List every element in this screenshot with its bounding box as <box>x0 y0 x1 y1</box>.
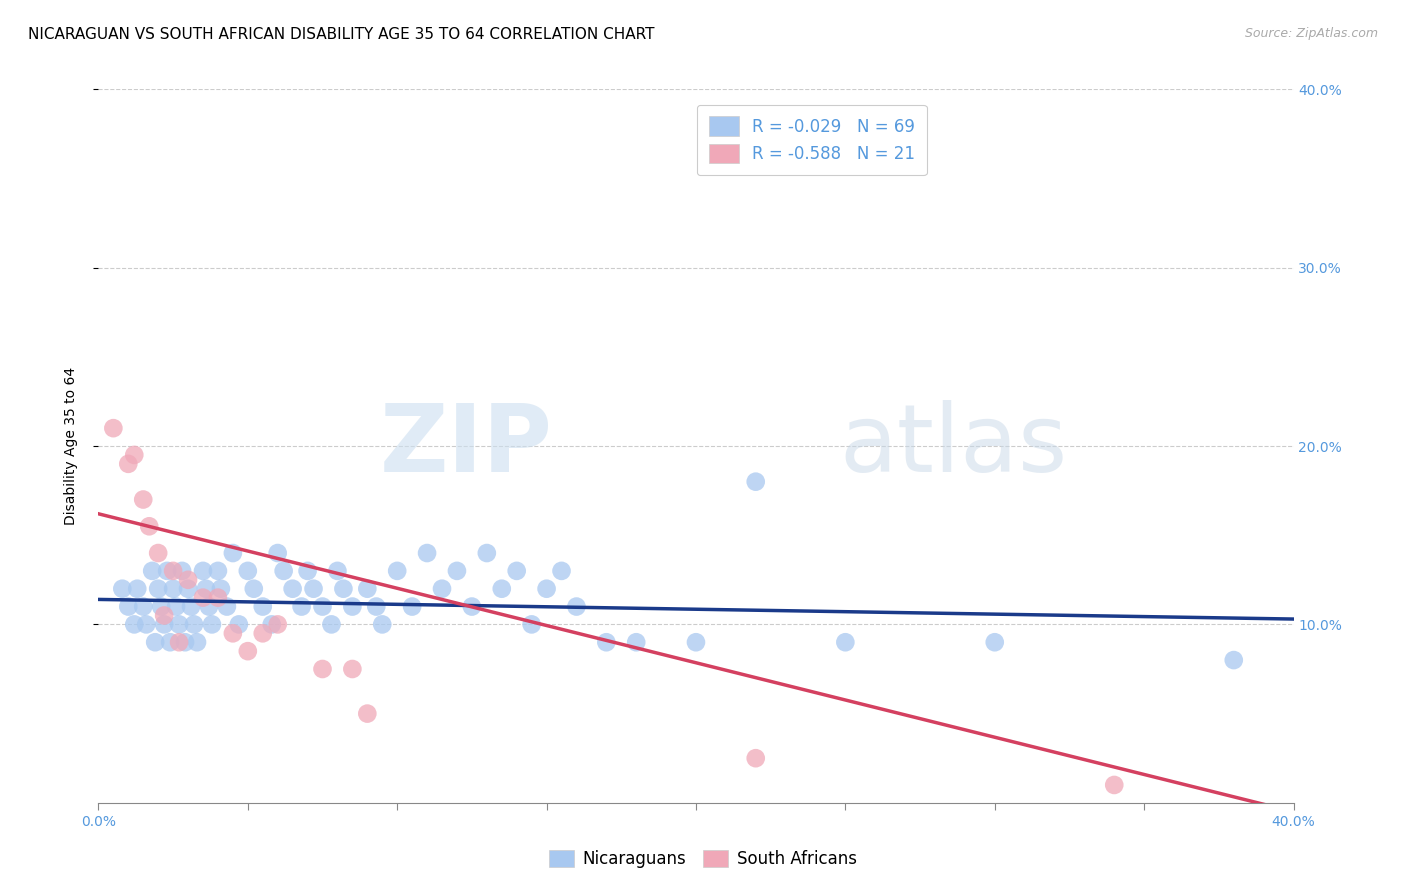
Point <box>135 617 157 632</box>
Point <box>491 582 513 596</box>
Legend: Nicaraguans, South Africans: Nicaraguans, South Africans <box>543 843 863 875</box>
Point <box>1104 778 1126 792</box>
Text: ZIP: ZIP <box>380 400 553 492</box>
Point <box>273 564 295 578</box>
Point <box>117 457 139 471</box>
Point <box>342 599 364 614</box>
Point <box>506 564 529 578</box>
Point <box>183 617 205 632</box>
Point <box>252 599 274 614</box>
Point <box>356 706 378 721</box>
Point <box>162 582 184 596</box>
Point <box>207 564 229 578</box>
Point <box>430 582 453 596</box>
Point <box>138 519 160 533</box>
Point <box>156 564 179 578</box>
Point <box>124 617 146 632</box>
Point <box>461 599 484 614</box>
Point <box>103 421 125 435</box>
Point <box>297 564 319 578</box>
Point <box>165 599 187 614</box>
Point <box>565 599 588 614</box>
Point <box>127 582 149 596</box>
Point <box>215 599 238 614</box>
Point <box>177 573 200 587</box>
Point <box>311 662 333 676</box>
Point <box>177 582 200 596</box>
Point <box>385 564 409 578</box>
Point <box>416 546 439 560</box>
Point <box>167 617 190 632</box>
Point <box>153 608 176 623</box>
Point <box>201 617 224 632</box>
Point <box>153 617 176 632</box>
Point <box>371 617 394 632</box>
Point <box>159 635 181 649</box>
Text: NICARAGUAN VS SOUTH AFRICAN DISABILITY AGE 35 TO 64 CORRELATION CHART: NICARAGUAN VS SOUTH AFRICAN DISABILITY A… <box>28 27 655 42</box>
Point <box>311 599 333 614</box>
Point <box>148 546 170 560</box>
Point <box>267 546 290 560</box>
Point <box>401 599 423 614</box>
Point <box>302 582 325 596</box>
Point <box>162 564 184 578</box>
Point <box>222 546 245 560</box>
Point <box>198 599 221 614</box>
Point <box>550 564 572 578</box>
Text: Source: ZipAtlas.com: Source: ZipAtlas.com <box>1244 27 1378 40</box>
Point <box>207 591 229 605</box>
Point <box>356 582 378 596</box>
Point <box>291 599 314 614</box>
Point <box>520 617 543 632</box>
Point <box>366 599 388 614</box>
Point <box>195 582 218 596</box>
Point <box>332 582 354 596</box>
Point <box>236 564 259 578</box>
Point <box>167 635 190 649</box>
Point <box>745 475 768 489</box>
Point <box>1223 653 1246 667</box>
Point <box>984 635 1007 649</box>
Text: atlas: atlas <box>839 400 1067 492</box>
Point <box>150 599 173 614</box>
Point <box>209 582 232 596</box>
Point <box>745 751 768 765</box>
Point <box>252 626 274 640</box>
Point <box>174 635 197 649</box>
Point <box>191 564 214 578</box>
Point <box>243 582 266 596</box>
Point <box>236 644 259 658</box>
Point <box>281 582 304 596</box>
Y-axis label: Disability Age 35 to 64: Disability Age 35 to 64 <box>63 367 77 525</box>
Point <box>124 448 146 462</box>
Point <box>475 546 498 560</box>
Point <box>228 617 250 632</box>
Point <box>834 635 856 649</box>
Point <box>180 599 202 614</box>
Point <box>342 662 364 676</box>
Point <box>685 635 707 649</box>
Point <box>111 582 134 596</box>
Point <box>186 635 208 649</box>
Point <box>222 626 245 640</box>
Point <box>132 599 155 614</box>
Point <box>326 564 349 578</box>
Point <box>446 564 468 578</box>
Legend: R = -0.029   N = 69, R = -0.588   N = 21: R = -0.029 N = 69, R = -0.588 N = 21 <box>697 104 927 175</box>
Point <box>321 617 343 632</box>
Point <box>260 617 283 632</box>
Point <box>191 591 214 605</box>
Point <box>148 582 170 596</box>
Point <box>626 635 648 649</box>
Point <box>595 635 617 649</box>
Point <box>132 492 155 507</box>
Point <box>536 582 558 596</box>
Point <box>172 564 194 578</box>
Point <box>267 617 290 632</box>
Point <box>117 599 139 614</box>
Point <box>143 635 166 649</box>
Point <box>141 564 163 578</box>
